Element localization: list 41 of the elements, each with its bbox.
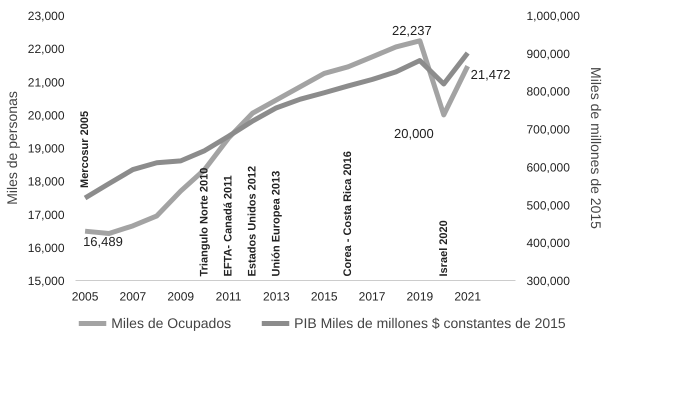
y2-tick-label: 900,000 — [526, 46, 570, 61]
y-tick-label: 18,000 — [28, 174, 65, 189]
y2-axis-title: Miles de millones de 2015 — [588, 67, 604, 230]
data-label: 22,237 — [392, 22, 432, 38]
y-tick-label: 19,000 — [28, 142, 65, 156]
annotation: Triangulo Norte 2010 — [198, 168, 211, 276]
y-tick-label: 17,000 — [28, 208, 65, 222]
legend-label: Miles de Ocupados — [111, 315, 232, 331]
x-tick-label: 2017 — [358, 290, 386, 304]
x-tick-label: 2011 — [216, 290, 242, 304]
y2-tick-label: 500,000 — [526, 198, 570, 212]
y-axis-title: Miles de personas — [4, 91, 20, 205]
annotation: Mercosur 2005 — [79, 110, 92, 188]
x-tick-label: 2013 — [263, 290, 290, 304]
y2-tick-label: 400,000 — [526, 236, 570, 250]
annotation: Corea - Costa Rica 2016 — [342, 151, 354, 276]
y-tick-label: 21,000 — [28, 75, 65, 90]
y2-tick-label: 800,000 — [526, 84, 570, 99]
x-tick-label: 2015 — [310, 290, 338, 304]
y-tick-label: 16,000 — [28, 240, 65, 255]
y2-tick-label: 700,000 — [526, 122, 570, 137]
x-tick-label: 2019 — [406, 290, 434, 304]
y2-tick-label: 1,000,000 — [526, 9, 580, 23]
x-tick-label: 2009 — [167, 290, 194, 304]
data-label: 20,000 — [394, 126, 434, 141]
y2-tick-label: 600,000 — [526, 160, 570, 174]
annotation: EFTA- Canadá 2011 — [222, 175, 235, 276]
x-tick-label: 2005 — [72, 290, 99, 304]
annotation: Israel 2020 — [438, 220, 450, 276]
annotation: Estados Unidos 2012 — [246, 166, 258, 276]
y-tick-label: 15,000 — [28, 274, 65, 288]
x-tick-label: 2021 — [454, 290, 482, 304]
y-tick-label: 23,000 — [28, 9, 65, 23]
y-tick-label: 22,000 — [28, 42, 65, 56]
x-tick-label: 2007 — [120, 290, 147, 304]
data-label: 16,489 — [83, 234, 123, 250]
y-tick-label: 20,000 — [28, 108, 65, 122]
data-label: 21,472 — [470, 67, 510, 82]
annotation: Unión Europea 2013 — [270, 170, 282, 276]
y2-tick-label: 300,000 — [526, 274, 570, 288]
legend-label: PIB Miles de millones $ constantes de 2015 — [294, 315, 566, 331]
